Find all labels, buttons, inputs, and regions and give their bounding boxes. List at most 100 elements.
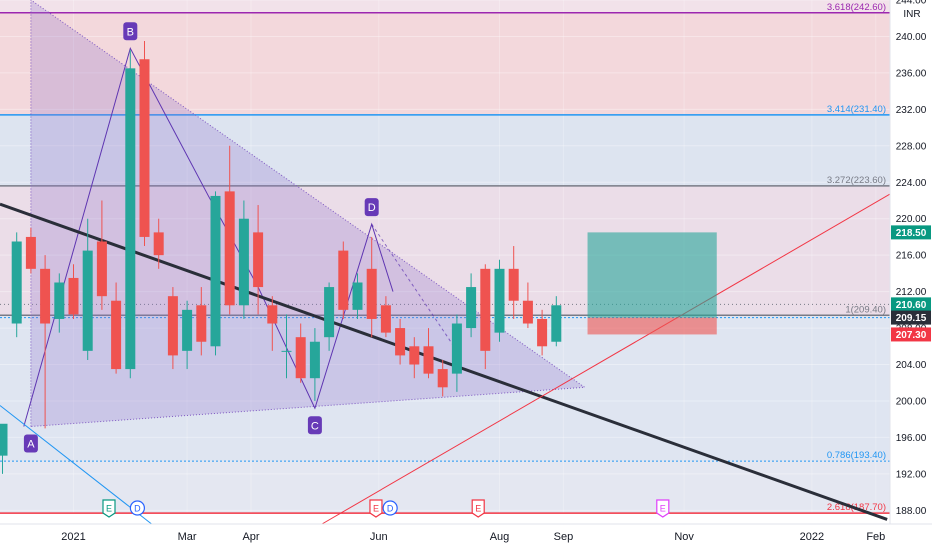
event-marker-label: E [475, 504, 481, 514]
trend-lines [0, 193, 891, 525]
candle-body [82, 250, 93, 351]
price-tag [891, 225, 931, 240]
candle-body [139, 59, 150, 237]
x-tick-label: Feb [866, 531, 885, 543]
candle-body [210, 195, 221, 347]
candle-body [551, 305, 562, 342]
candle-body [508, 268, 519, 301]
x-tick-label: 2022 [800, 531, 824, 543]
candle-body [338, 250, 349, 310]
candle-body [96, 241, 107, 297]
y-tick-label: 236.00 [896, 68, 927, 79]
candles [0, 41, 562, 474]
candle-body [196, 305, 207, 342]
candle-body [111, 300, 122, 370]
x-tick-label: Nov [674, 531, 694, 543]
candle-body [125, 68, 136, 370]
candle-body [182, 309, 193, 351]
candle-body [480, 268, 491, 351]
candle-body [54, 282, 65, 319]
candle-body [68, 277, 79, 315]
candle-body [395, 328, 406, 356]
price-tag-label: 218.50 [896, 228, 927, 239]
candle-body [267, 305, 278, 324]
fib-level-label: 3.414(231.40) [827, 104, 886, 115]
pattern-point-label: B [127, 26, 134, 38]
fib-level-label: 0.786(193.40) [827, 450, 886, 461]
fib-zone-top [0, 0, 890, 13]
pattern-point-label: A [27, 438, 35, 450]
y-tick-label: 200.00 [896, 396, 927, 407]
position-zones [587, 232, 717, 335]
price-tag-label: 209.15 [896, 313, 927, 324]
candle-body [25, 236, 36, 269]
x-tick-label: Apr [242, 531, 259, 543]
candle-body [409, 346, 420, 365]
fib-level-label: 3.272(223.60) [827, 175, 886, 186]
y-tick-label: 228.00 [896, 141, 927, 152]
event-marker-label: E [106, 504, 112, 514]
y-tick-label: 240.00 [896, 32, 927, 43]
x-tick-label: Sep [554, 531, 574, 543]
candle-body [352, 282, 363, 310]
y-tick-label: 188.00 [896, 506, 927, 517]
candle-body [324, 287, 335, 338]
candle-body [11, 241, 22, 324]
ascending-support-line [321, 193, 891, 525]
lower-channel-line [0, 405, 152, 525]
x-tick-label: Mar [178, 531, 197, 543]
candle-body [423, 346, 434, 374]
pattern-point-badge [23, 434, 38, 453]
projection-line [371, 223, 458, 352]
price-tag-label: 207.30 [896, 330, 927, 341]
pattern-point-badge [123, 22, 138, 41]
price-tag-label: 210.60 [896, 300, 927, 311]
y-tick-label: 220.00 [896, 214, 927, 225]
candle-body [0, 423, 8, 456]
earnings-marker [656, 499, 670, 518]
price-axis: INR 188.00192.00196.00200.00204.00208.00… [889, 0, 932, 524]
y-tick-label: 212.00 [896, 287, 927, 298]
candle-body [281, 350, 292, 352]
pattern-point-badge [307, 416, 322, 435]
earnings-marker [369, 499, 383, 518]
price-tag [891, 297, 931, 312]
candle-body [494, 268, 505, 333]
candle-body [253, 232, 264, 288]
candle-body [451, 323, 462, 374]
stop-zone [587, 317, 717, 335]
fib-level-label: 3.618(242.60) [827, 2, 886, 13]
y-tick-label: 196.00 [896, 433, 927, 444]
pattern-point-badge [364, 198, 379, 217]
candle-body [40, 268, 51, 324]
candle-body [309, 341, 320, 379]
candle-body [437, 369, 448, 388]
candle-body [167, 296, 178, 356]
candle-body [224, 191, 235, 306]
pattern-point-label: D [368, 202, 376, 214]
earnings-marker [471, 499, 485, 518]
dividend-marker [129, 500, 145, 516]
y-tick-label: 232.00 [896, 105, 927, 116]
pattern-point-label: C [311, 420, 319, 432]
y-tick-label: 192.00 [896, 469, 927, 480]
candle-body [522, 300, 533, 324]
fib-zone [0, 461, 890, 514]
candle-body [380, 305, 391, 333]
fib-zone [0, 315, 890, 462]
target-zone [587, 232, 717, 318]
earnings-marker [102, 499, 116, 518]
descending-trendline [0, 202, 888, 521]
fib-level-label: 1(209.40) [845, 304, 886, 315]
candle-body [153, 232, 164, 256]
time-axis: 2021 Mar Apr Jun Aug Sep Nov 2022 Feb [0, 523, 932, 550]
candle-body [295, 337, 306, 379]
x-tick-label: Jun [370, 531, 388, 543]
price-tag [891, 327, 931, 342]
y-tick-label: 216.00 [896, 251, 927, 262]
candle-body [238, 218, 249, 306]
y-tick-label: 244.00 [896, 0, 927, 7]
event-marker-label: E [373, 504, 379, 514]
